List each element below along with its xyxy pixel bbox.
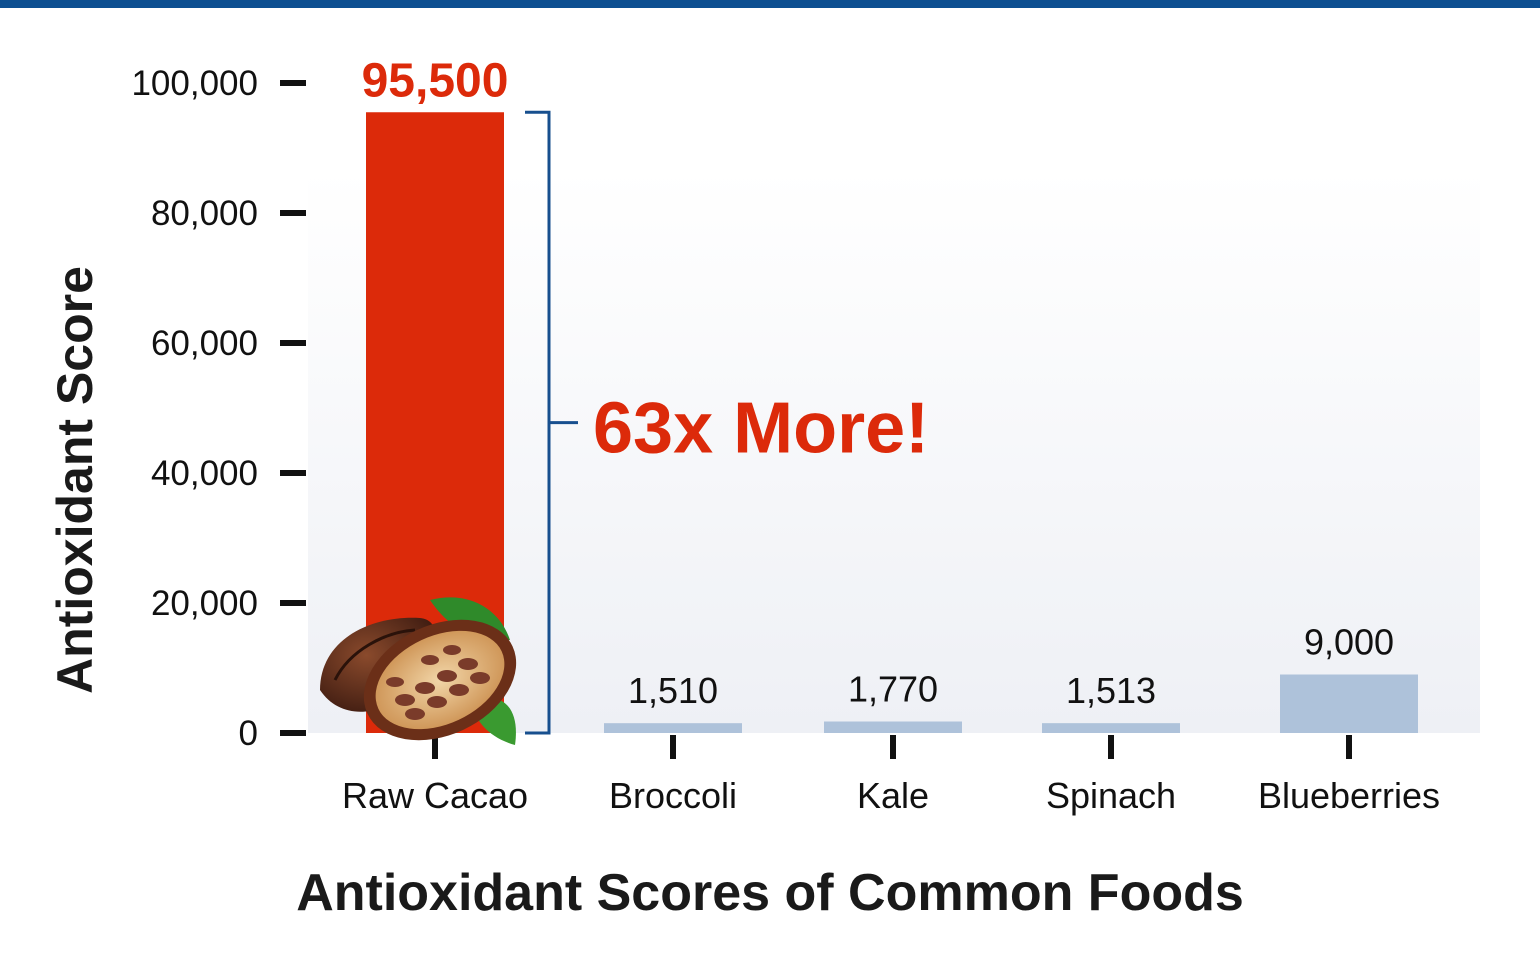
x-tick-mark — [670, 735, 676, 759]
y-tick-label: 80,000 — [151, 194, 258, 233]
bar-blueberries — [1280, 674, 1418, 733]
data-label: 9,000 — [1304, 622, 1394, 663]
bar-broccoli — [604, 723, 742, 733]
top-stripe — [0, 0, 1540, 8]
value-labels-group: 95,500 1,510 1,770 1,513 9,000 — [362, 54, 1394, 711]
comparison-bracket — [525, 110, 578, 735]
data-label: 1,510 — [628, 670, 718, 711]
y-axis: 0 20,000 40,000 60,000 80,000 100,000 — [131, 64, 306, 753]
y-tick-label: 100,000 — [131, 64, 258, 103]
comparison-callout: 63x More! — [593, 389, 929, 469]
y-axis-title: Antioxidant Score — [47, 266, 103, 694]
x-tick-label: Kale — [857, 775, 929, 816]
data-label: 95,500 — [362, 54, 509, 107]
x-axis: Raw Cacao Broccoli Kale Spinach Blueberries — [342, 735, 1440, 816]
data-label: 1,770 — [848, 668, 938, 709]
x-tick-label: Blueberries — [1258, 775, 1440, 816]
y-tick-label: 20,000 — [151, 584, 258, 623]
bar-spinach — [1042, 723, 1180, 733]
x-tick-mark — [890, 735, 896, 759]
y-tick-label: 0 — [239, 714, 258, 753]
x-tick-label: Raw Cacao — [342, 775, 528, 816]
y-tick-mark — [280, 470, 306, 476]
cacao-pod-icon — [320, 597, 517, 745]
chart-title: Antioxidant Scores of Common Foods — [296, 864, 1244, 922]
x-tick-label: Broccoli — [609, 775, 737, 816]
x-tick-mark — [432, 735, 438, 759]
y-tick-label: 40,000 — [151, 454, 258, 493]
data-label: 1,513 — [1066, 670, 1156, 711]
x-tick-mark — [1346, 735, 1352, 759]
y-tick-mark — [280, 80, 306, 86]
x-tick-mark — [1108, 735, 1114, 759]
x-tick-label: Spinach — [1046, 775, 1176, 816]
y-tick-label: 60,000 — [151, 324, 258, 363]
y-tick-mark — [280, 210, 306, 216]
y-tick-mark — [280, 340, 306, 346]
y-tick-mark — [280, 600, 306, 606]
y-tick-mark — [280, 730, 306, 736]
bar-kale — [824, 721, 962, 733]
